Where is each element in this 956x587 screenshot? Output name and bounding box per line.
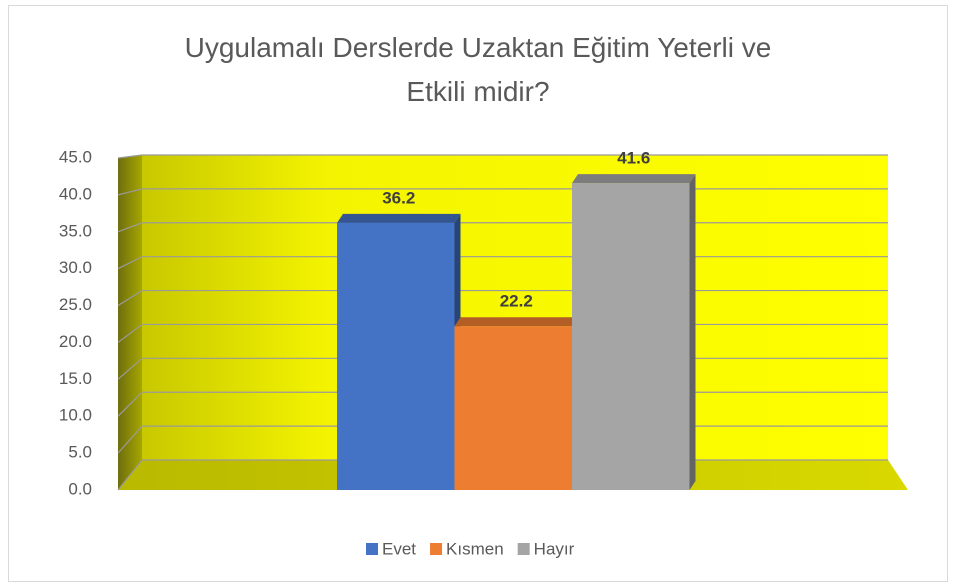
chart-title: Uygulamalı Derslerde Uzaktan Eğitim Yete… <box>185 32 772 107</box>
y-tick-label: 30.0 <box>59 258 92 277</box>
legend-swatch <box>517 543 530 555</box>
legend-swatch <box>366 543 378 555</box>
y-tick-label: 0.0 <box>68 479 92 498</box>
bar <box>572 174 696 490</box>
data-label: 36.2 <box>382 188 415 207</box>
y-tick-label: 40.0 <box>59 184 92 203</box>
legend-label: Hayır <box>534 539 575 558</box>
bar-front <box>572 183 690 490</box>
grid-line <box>117 154 888 159</box>
y-tick-label: 45.0 <box>59 147 92 166</box>
bar-top <box>337 213 461 223</box>
side-wall <box>118 155 142 490</box>
legend: Evet Kısmen Hayır <box>366 539 575 558</box>
y-tick-label: 10.0 <box>59 406 92 425</box>
data-label: 41.6 <box>617 149 650 168</box>
legend-label: Kısmen <box>446 539 504 558</box>
bar-front <box>337 222 455 490</box>
bar-front <box>454 326 572 490</box>
y-tick-label: 15.0 <box>59 369 92 388</box>
bar-side <box>689 174 696 490</box>
bar <box>454 317 578 490</box>
back-wall <box>142 155 888 460</box>
legend-label: Evet <box>382 539 416 558</box>
bar-top <box>572 174 696 184</box>
legend-swatch <box>430 543 443 555</box>
bar <box>337 213 461 490</box>
y-tick-label: 5.0 <box>68 443 92 462</box>
y-tick-label: 25.0 <box>59 295 92 314</box>
y-tick-label: 35.0 <box>59 221 92 240</box>
y-tick-label: 20.0 <box>59 332 92 351</box>
bar-top <box>454 317 578 327</box>
data-label: 22.2 <box>500 292 533 311</box>
